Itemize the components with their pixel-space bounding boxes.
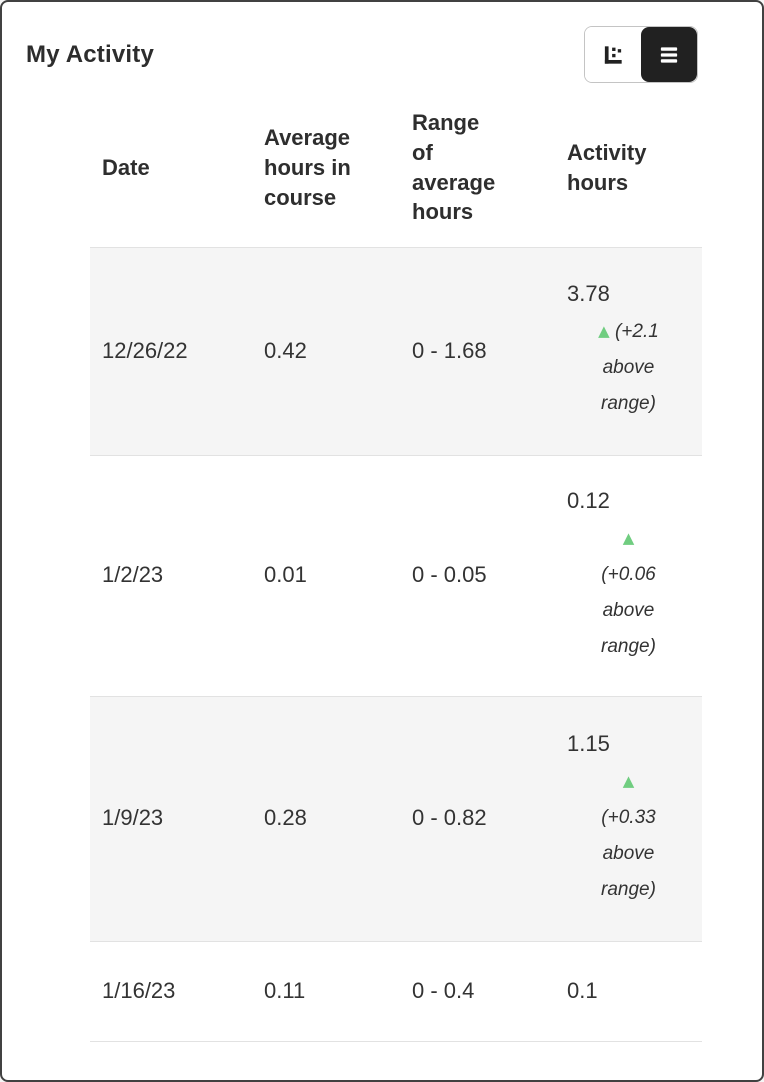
up-triangle-icon: ▲ bbox=[622, 771, 635, 790]
view-toggle bbox=[584, 26, 698, 83]
cell-average-hours: 0.42 bbox=[264, 337, 307, 363]
activity-value: 3.78 bbox=[567, 281, 610, 307]
page-title: My Activity bbox=[26, 40, 155, 68]
cell-activity-hours: 0.1 bbox=[555, 941, 702, 1041]
activity-value: 1.15 bbox=[567, 730, 610, 756]
note-text: (+0.33 above range) bbox=[601, 806, 656, 900]
activity-table: Date Average hours in course Range of aver… bbox=[90, 89, 702, 1042]
column-header-date: Date bbox=[102, 154, 150, 180]
note-text: (+0.06 above range) bbox=[601, 563, 656, 657]
table-header-row: Date Average hours in course Range of aver… bbox=[90, 89, 702, 247]
table-row: 1/16/23 0.11 0 - 0.4 0.1 bbox=[90, 941, 702, 1041]
above-range-note: ▲ (+0.33 above range) bbox=[594, 764, 664, 908]
cell-activity-hours: 3.78 ▲ (+2.1 above range) bbox=[555, 247, 702, 455]
list-view-button[interactable] bbox=[641, 27, 697, 82]
panel-header: My Activity bbox=[2, 2, 762, 89]
table-body: 12/26/22 0.42 0 - 1.68 3.78 ▲ (+2.1 above ra… bbox=[90, 247, 702, 1041]
cell-range: 0 - 0.82 bbox=[412, 805, 487, 831]
chart-view-button[interactable] bbox=[585, 27, 641, 82]
table-row: 12/26/22 0.42 0 - 1.68 3.78 ▲ (+2.1 above ra… bbox=[90, 247, 702, 455]
up-triangle-icon: ▲ bbox=[622, 528, 635, 547]
column-header-activity-hours: Activity hours bbox=[567, 140, 647, 195]
cell-date: 1/2/23 bbox=[102, 562, 164, 588]
cell-activity-hours: 0.12 ▲ (+0.06 above range) bbox=[555, 455, 702, 696]
cell-date: 12/26/22 bbox=[102, 337, 188, 363]
cell-range: 0 - 0.05 bbox=[412, 562, 487, 588]
activity-value: 0.1 bbox=[567, 977, 598, 1003]
activity-value: 0.12 bbox=[567, 487, 610, 513]
note-text: (+2.1 above range) bbox=[601, 321, 659, 415]
cell-average-hours: 0.01 bbox=[264, 562, 307, 588]
column-header-average-hours-in-course: Average hours in course bbox=[264, 125, 351, 210]
cell-date: 1/16/23 bbox=[102, 977, 176, 1003]
list-icon bbox=[656, 42, 682, 68]
table-row: 1/2/23 0.01 0 - 0.05 0.12 ▲ (+0.06 above ran… bbox=[90, 455, 702, 696]
above-range-note: ▲ (+2.1 above range) bbox=[594, 314, 664, 422]
above-range-note: ▲ (+0.06 above range) bbox=[594, 521, 664, 665]
column-header-range-of-average-hours: Range of average hours bbox=[412, 110, 496, 225]
cell-range: 0 - 1.68 bbox=[412, 337, 487, 363]
cell-average-hours: 0.11 bbox=[264, 977, 306, 1003]
scatter-chart-icon bbox=[600, 42, 626, 68]
cell-activity-hours: 1.15 ▲ (+0.33 above range) bbox=[555, 696, 702, 941]
cell-range: 0 - 0.4 bbox=[412, 977, 475, 1003]
cell-average-hours: 0.28 bbox=[264, 805, 307, 831]
cell-date: 1/9/23 bbox=[102, 805, 164, 831]
up-triangle-icon: ▲ bbox=[598, 322, 610, 341]
table-row: 1/9/23 0.28 0 - 0.82 1.15 ▲ (+0.33 above ran… bbox=[90, 696, 702, 941]
